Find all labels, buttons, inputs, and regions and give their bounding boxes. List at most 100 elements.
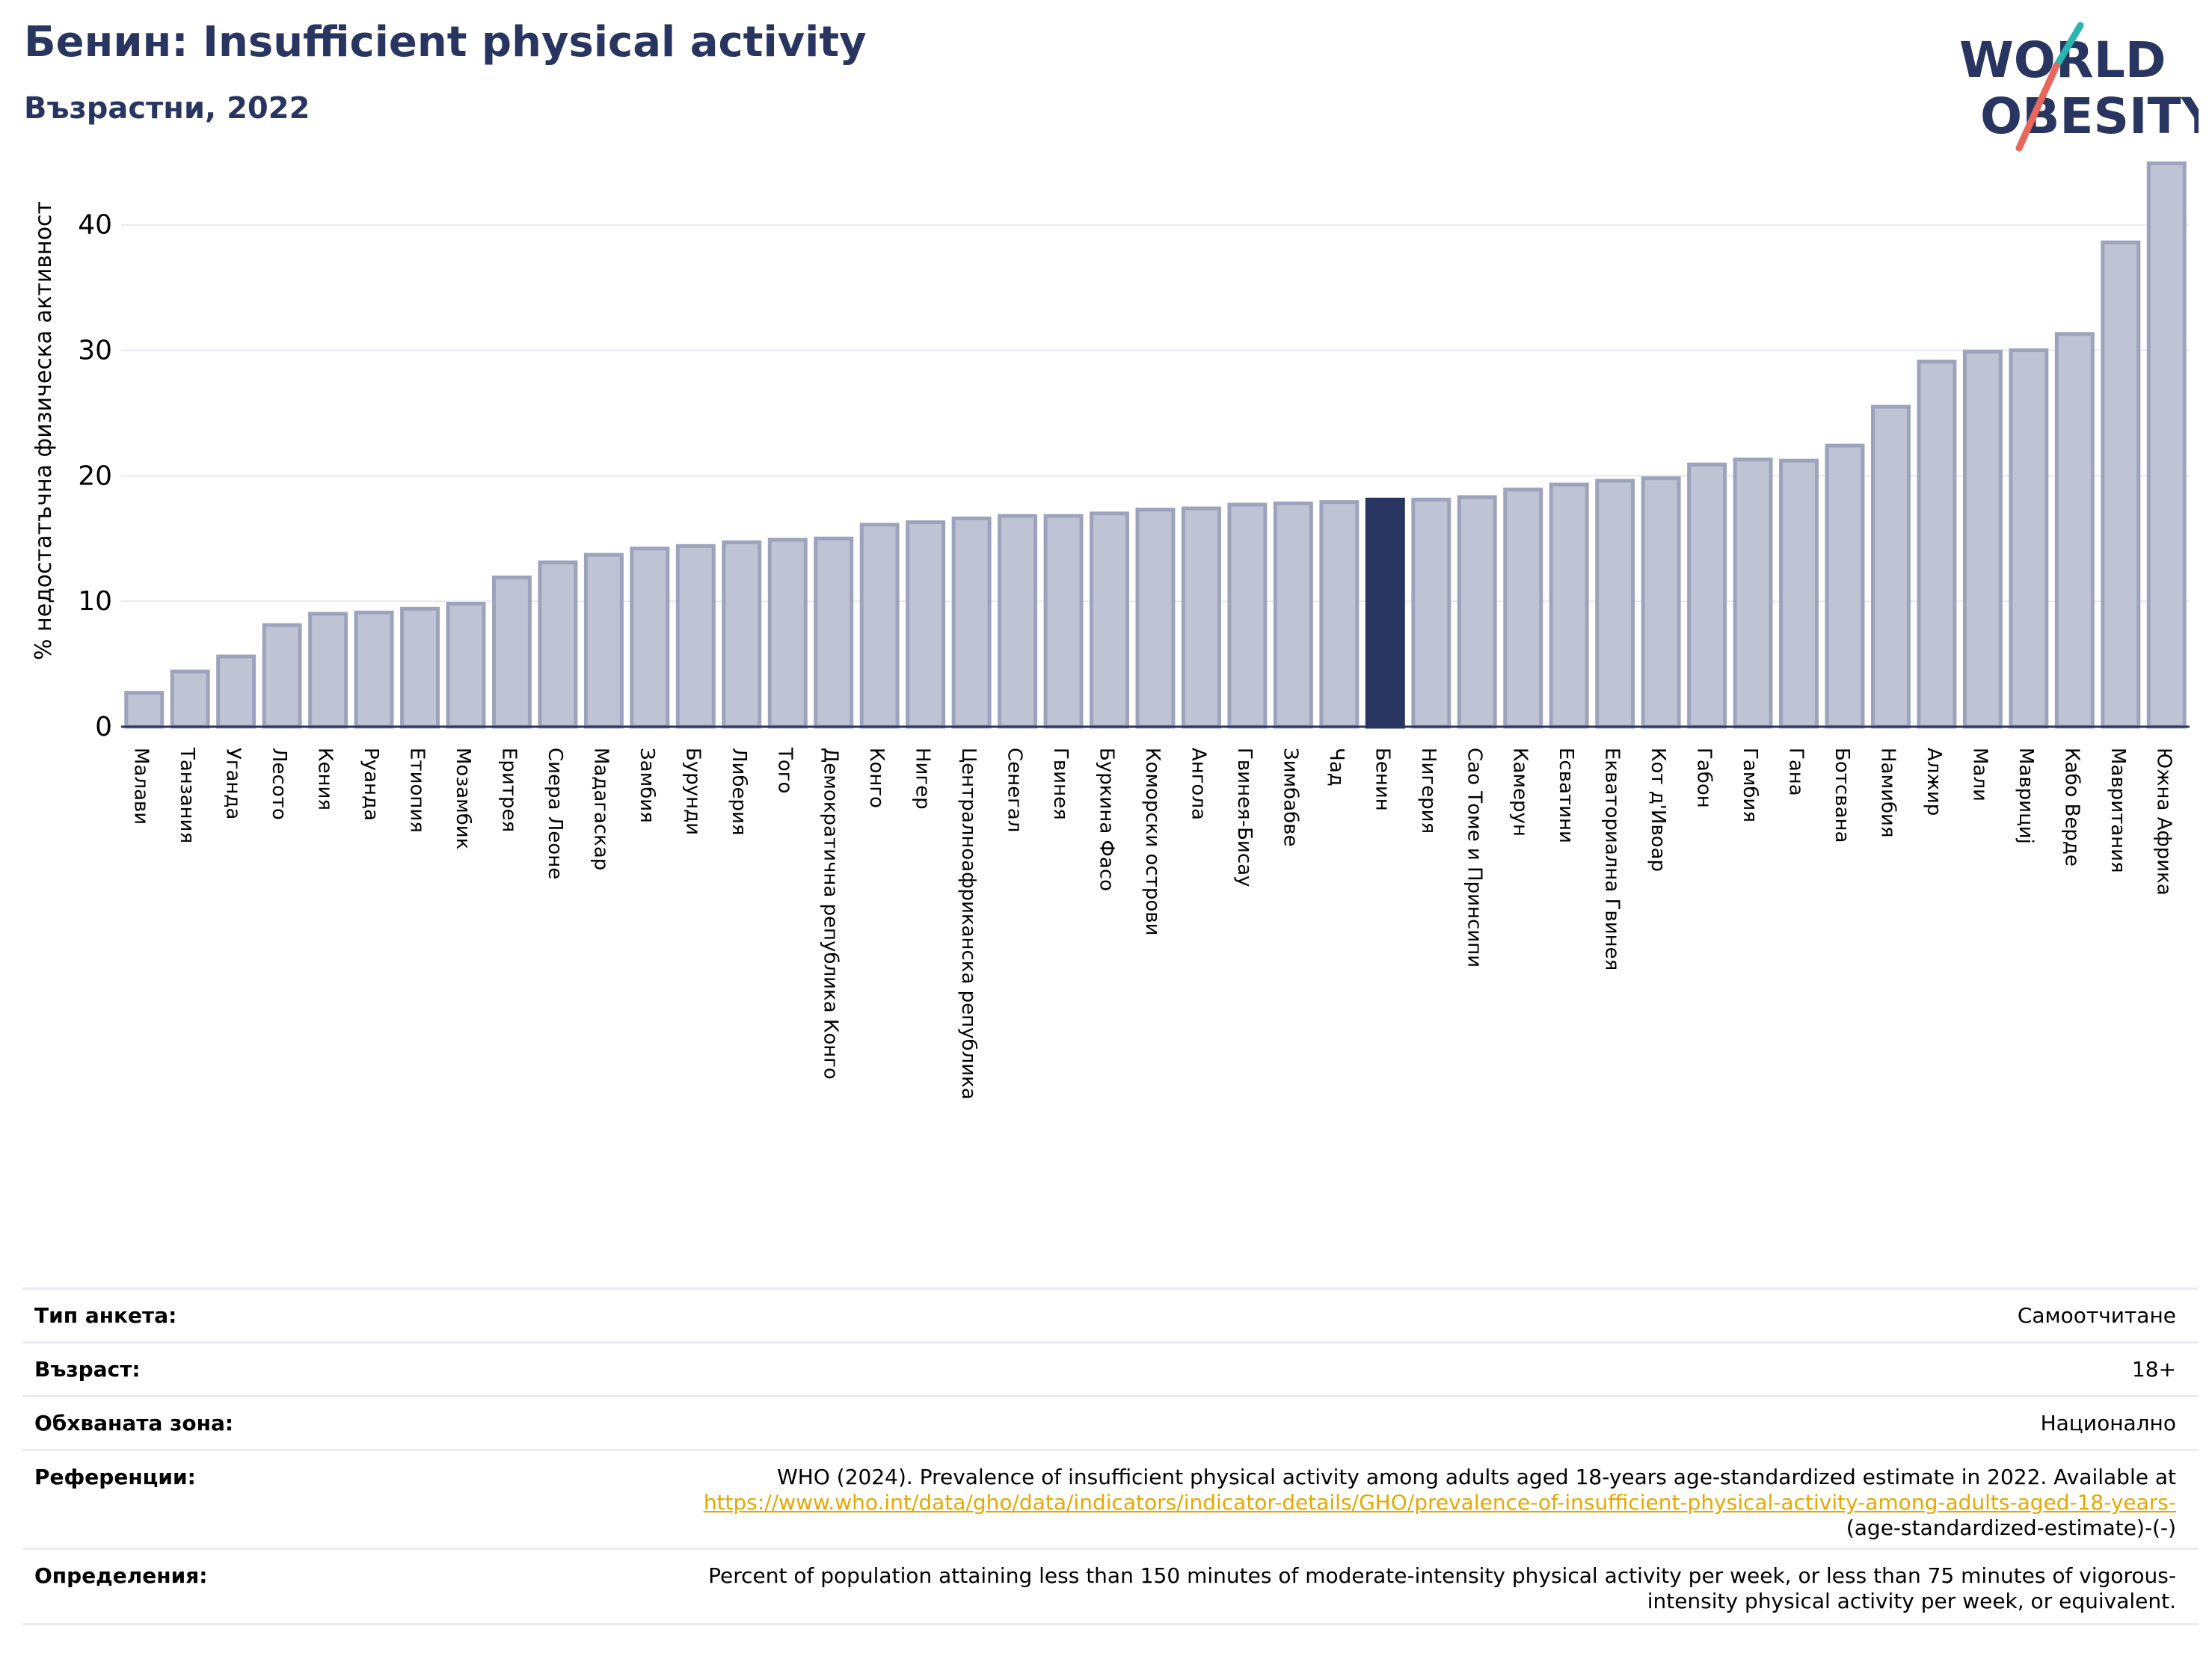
x-tick-label: Намибия [1876,748,1899,838]
x-tick-label: Централноафриканска република [957,748,980,1100]
bar [308,612,348,729]
x-tick-label: Чад [1325,748,1348,787]
bar [1595,478,1635,729]
bar [1733,458,1773,729]
x-tick-label: Нигерия [1417,748,1440,834]
y-tick-label: 20 [78,461,112,491]
bar [859,523,900,729]
references-value: WHO (2024). Prevalence of insufficient p… [704,1451,2176,1548]
x-tick-label: Кения [314,748,337,810]
x-tick-label: Бурунди [681,748,704,835]
bar [216,654,256,729]
references-label: Референции: [34,1465,196,1489]
x-tick-label: Камерун [1509,748,1531,837]
y-tick-label: 0 [95,712,112,742]
x-tick-label: Коморски острови [1141,748,1164,936]
x-tick-label: Есватини [1555,748,1577,843]
logo-slash-red [2015,62,2060,152]
bar [262,623,302,729]
x-tick-label: Руанда [360,748,382,821]
bar [583,553,624,729]
y-axis-ticks: 0 10 20 30 40 [78,210,112,742]
page-subtitle: Възрастни, 2022 [24,91,310,126]
info-row-survey: Тип анкета: Самоотчитане [22,1287,2199,1341]
references-tail: (age-standardized-estimate)-(-) [1846,1515,2176,1540]
bar [906,520,946,729]
definitions-label: Определения: [34,1563,208,1588]
bar [1181,506,1221,729]
y-tick-label: 40 [78,210,112,241]
bar [1870,404,1911,729]
bar [1687,462,1727,729]
info-table: Тип анкета: Самоотчитане Възраст: 18+ Об… [22,1287,2199,1625]
x-tick-label: Нигер [912,748,934,810]
x-tick-label: Гвинея-Бисау [1233,748,1256,887]
x-tick-label: Кабо Верде [2060,748,2083,867]
x-tick-label: Южна Африка [2152,748,2175,896]
bar [630,547,670,729]
x-tick-label: Мавритания [2107,748,2129,873]
bar [675,544,716,729]
bar [1227,502,1268,729]
x-tick-label: Кот д'Ивоар [1647,748,1669,872]
bar [1319,500,1360,729]
bars [124,161,2187,729]
x-tick-label: Малави [130,748,153,825]
x-tick-label: Лесото [268,748,290,820]
x-tick-label: Еритрея [497,748,520,832]
logo-slash-teal [2053,22,2084,70]
bar [1411,497,1451,729]
bar [1917,360,1957,729]
bar [1273,501,1313,729]
bar [446,602,486,729]
x-tick-label: Ангола [1187,748,1209,820]
x-tick-label: Сиера Леоне [544,748,566,879]
info-row-age: Възраст: 18+ [22,1341,2199,1395]
world-obesity-logo: WORLD OBESITY [1959,22,2199,152]
x-tick-label: Демократична република Конго [820,748,842,1080]
bar [538,560,578,729]
bar [814,536,854,729]
x-tick-label: Зимбабве [1279,748,1301,847]
bar [767,538,808,729]
bar [1641,476,1681,729]
references-link[interactable]: https://www.who.int/data/gho/data/indica… [703,1490,2176,1515]
bar [1090,511,1130,729]
x-tick-label: Етиопия [406,748,428,833]
bar [1962,349,2003,729]
y-tick-label: 10 [78,586,112,617]
x-axis-labels: Малави Танзания Уганда Лесото Кения Руанда Ети… [130,747,2175,1100]
x-tick-label: Либерия [728,748,750,836]
bar [354,610,394,729]
survey-label: Тип анкета: [34,1303,177,1328]
area-label: Обхваната зона: [34,1411,234,1435]
bar [998,514,1038,729]
x-tick-label: Гамбия [1739,748,1761,822]
x-tick-label: Замбия [636,748,658,823]
info-row-definitions: Определения: Percent of population attai… [22,1548,2199,1625]
x-tick-label: Екваториална Гвинея [1601,748,1623,970]
area-value: Национално [2040,1411,2176,1435]
bar [1457,495,1497,729]
bar [491,575,532,729]
y-axis-label: % недостатъчна физическа активност [31,201,57,660]
references-text: WHO (2024). Prevalence of insufficient p… [777,1465,2176,1489]
survey-value: Самоотчитане [2017,1303,2176,1328]
x-tick-label: Конго [865,748,888,808]
x-tick-label: Мадагаскар [589,748,612,870]
bar-chart: 0 10 20 30 40 Малави Танзания Уганда Лесото Кени… [31,161,2190,1100]
page-title: Бенин: Insufficient physical activity [24,18,867,67]
x-tick-label: Гвинея [1049,748,1072,820]
age-value: 18+ [2131,1357,2176,1382]
x-tick-label: Того [773,747,796,793]
x-tick-label: Танзания [176,747,198,843]
x-tick-label: Мали [1968,748,1991,801]
x-tick-label: Мозамбик [452,748,474,849]
y-tick-label: 30 [78,336,112,366]
logo-word-obesity: OBESITY [1980,87,2199,145]
bar [722,540,762,729]
bar [2054,332,2095,729]
x-tick-label: Буркина Фасо [1096,748,1118,891]
bar [1779,458,1819,729]
x-tick-label: Алжир [1923,748,1945,816]
